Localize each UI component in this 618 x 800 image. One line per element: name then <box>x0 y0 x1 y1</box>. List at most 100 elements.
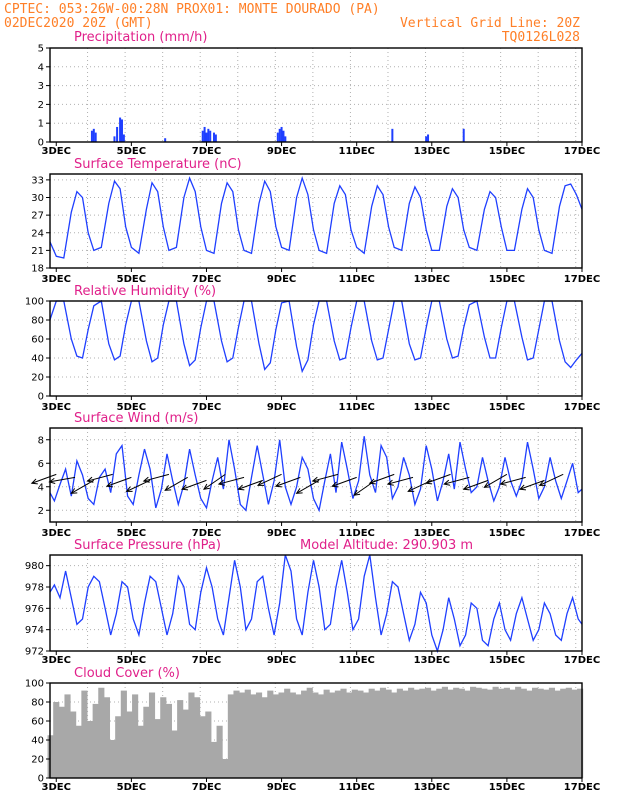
bar <box>92 703 99 778</box>
wind-arrow <box>484 473 508 488</box>
bar <box>214 134 217 142</box>
bar <box>70 711 77 778</box>
x-tick-label: 5DEC <box>117 655 146 666</box>
bar <box>317 694 325 778</box>
wind-arrow <box>369 473 395 484</box>
wind-arrow-head <box>70 488 78 494</box>
y-tick-label: 974 <box>25 625 44 636</box>
panel-5: 972 974 976 978 980 3DEC 5DEC 7DEC 9DEC 11DEC 13DE… <box>25 538 600 666</box>
bar <box>306 687 313 778</box>
y-tick-label: 980 <box>25 561 44 572</box>
panel-3: 0 20 40 60 80 100 3DEC 5DEC 7DEC 9DEC 11DEC 13DEC 15… <box>25 284 600 413</box>
bar <box>458 688 465 778</box>
wind-arrow <box>49 476 76 483</box>
y-tick-label: 20 <box>31 373 44 384</box>
panel-title: Precipitation (mm/h) <box>74 30 207 45</box>
x-tick-label: 13DEC <box>414 528 450 539</box>
bar <box>164 138 167 142</box>
bar <box>515 686 522 778</box>
x-tick-label: 9DEC <box>267 782 296 793</box>
bar <box>64 694 71 778</box>
bar <box>520 688 527 778</box>
plot-frame <box>49 300 583 397</box>
wind-arrow <box>203 473 226 490</box>
wind-arrow-head <box>538 480 546 486</box>
y-tick-label: 80 <box>31 698 44 709</box>
wind-arrow <box>387 476 414 485</box>
x-tick-label: 5DEC <box>117 782 146 793</box>
bar <box>94 132 97 142</box>
y-tick-label: 5 <box>38 44 44 55</box>
bar <box>120 119 123 142</box>
bar <box>531 687 539 778</box>
bar <box>470 686 477 778</box>
bar <box>272 694 280 778</box>
series-line <box>49 554 583 654</box>
x-tick-label: 17DEC <box>564 402 600 413</box>
bar <box>577 688 584 778</box>
x-tick-label: 17DEC <box>564 274 600 285</box>
bar <box>284 136 287 142</box>
bar <box>453 687 460 778</box>
y-tick-label: 33 <box>31 175 44 186</box>
bar <box>143 706 150 778</box>
bar <box>340 688 347 778</box>
series-line <box>49 175 583 259</box>
x-tick-label: 11DEC <box>338 655 374 666</box>
bar <box>58 706 65 778</box>
wind-arrow <box>31 473 57 484</box>
panel-title: Surface Temperature (nC) <box>74 157 242 172</box>
bar <box>374 690 381 778</box>
bar <box>267 690 274 778</box>
wind-arrow <box>332 476 357 487</box>
x-tick-label: 7DEC <box>192 146 221 157</box>
y-tick-label: 80 <box>31 316 44 327</box>
x-tick-label: 17DEC <box>564 782 600 793</box>
x-tick-label: 7DEC <box>192 782 221 793</box>
bar <box>154 719 161 778</box>
y-tick-label: 100 <box>25 297 44 308</box>
x-tick-label: 11DEC <box>338 782 374 793</box>
bar <box>391 128 394 142</box>
bar <box>334 690 341 778</box>
bar <box>115 716 122 778</box>
bar <box>233 690 240 778</box>
wind-arrow <box>71 479 95 494</box>
header-model-id: TQ0126L028 <box>502 30 580 45</box>
bar <box>486 689 494 778</box>
x-tick-label: 3DEC <box>42 402 71 413</box>
bar <box>261 697 268 778</box>
wind-arrow-head <box>105 481 113 488</box>
wind-arrow <box>312 473 339 482</box>
wind-arrow <box>539 473 564 486</box>
bar <box>351 689 358 778</box>
wind-arrow <box>425 473 451 484</box>
y-tick-label: 2 <box>38 100 44 111</box>
x-tick-label: 15DEC <box>489 146 525 157</box>
bar <box>402 690 409 778</box>
bar <box>447 689 454 778</box>
bar <box>543 689 550 778</box>
bar <box>436 688 443 778</box>
wind-arrow <box>143 473 170 482</box>
y-tick-label: 40 <box>31 354 44 365</box>
wind-arrow-head <box>331 481 339 488</box>
wind-arrow-head <box>295 488 303 494</box>
y-tick-label: 30 <box>31 193 44 204</box>
header-grid-line: Vertical Grid Line: 20Z <box>400 16 580 31</box>
bar <box>368 688 375 778</box>
wind-arrow-head <box>203 483 210 490</box>
y-tick-label: 976 <box>25 604 44 615</box>
y-tick-label: 24 <box>31 228 44 239</box>
bar <box>475 687 482 778</box>
bar <box>205 132 208 142</box>
wind-arrow <box>275 476 301 487</box>
bar <box>284 688 291 778</box>
x-tick-label: 7DEC <box>192 402 221 413</box>
x-tick-label: 15DEC <box>489 528 525 539</box>
bar <box>203 126 206 142</box>
bar <box>119 117 122 142</box>
wind-arrow <box>519 479 545 490</box>
wind-arrow-head <box>311 476 319 483</box>
